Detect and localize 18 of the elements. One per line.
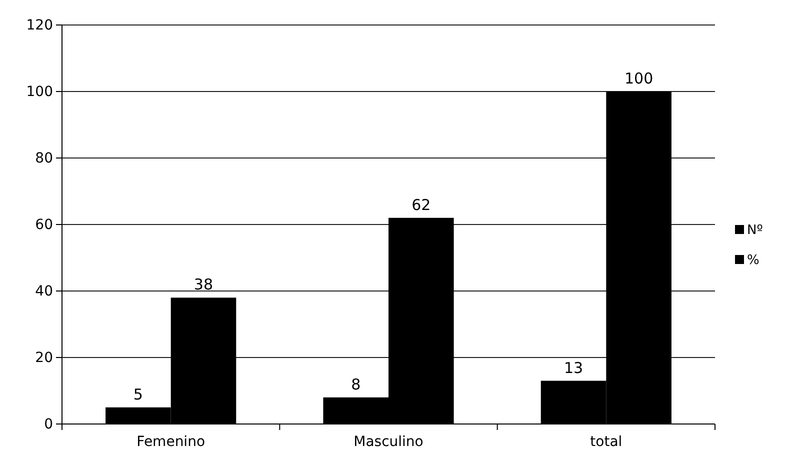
y-tick-label: 100: [26, 84, 53, 100]
legend-label: %: [747, 253, 760, 268]
y-tick-label: 20: [35, 350, 53, 366]
data-label: 62: [412, 196, 431, 214]
data-label: 38: [194, 276, 214, 294]
y-tick-label: 40: [35, 283, 53, 300]
y-tick-label: 120: [26, 17, 53, 34]
x-tick-label: total: [590, 434, 622, 450]
data-label: 5: [133, 385, 143, 404]
data-label: 8: [351, 375, 361, 394]
y-tick-label: 0: [44, 416, 53, 432]
legend-label: Nº: [747, 223, 763, 238]
y-tick-label: 80: [35, 150, 53, 166]
x-tick-label: Masculino: [354, 434, 424, 450]
y-tick-label: 60: [35, 216, 53, 233]
data-label: 100: [624, 70, 654, 88]
data-label: 13: [564, 358, 584, 377]
x-tick-label: Femenino: [136, 434, 206, 450]
